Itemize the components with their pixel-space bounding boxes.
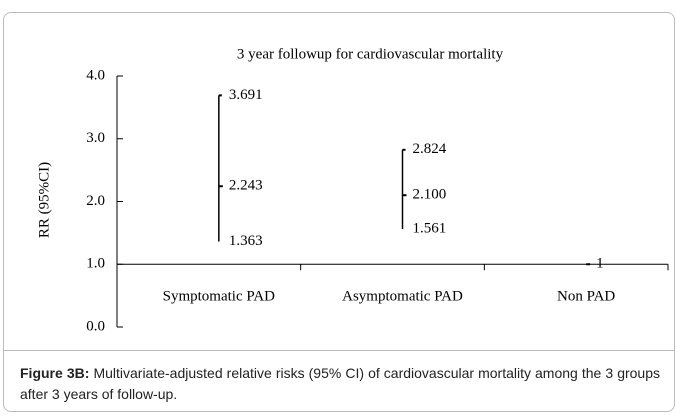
upper-label: 2.824	[413, 141, 447, 157]
separator	[4, 350, 674, 351]
caption-label: Figure 3B:	[20, 365, 90, 381]
y-tick-label: 4.0	[86, 67, 105, 83]
x-tick-label: Asymptomatic PAD	[342, 289, 463, 305]
y-tick-label: 1.0	[86, 256, 105, 272]
y-axis-label: RR (95%CI)	[36, 162, 52, 238]
y-tick-label: 2.0	[86, 193, 105, 209]
chart: 3 year followup for cardiovascular morta…	[36, 46, 669, 334]
lower-label: 1.561	[413, 220, 447, 236]
x-tick-label: Symptomatic PAD	[163, 289, 276, 305]
value-label: 2.243	[229, 178, 263, 194]
y-tick-label: 3.0	[86, 130, 105, 146]
x-tick-label: Non PAD	[557, 289, 615, 305]
frame	[3, 12, 675, 412]
chart-title: 3 year followup for cardiovascular morta…	[237, 46, 504, 62]
upper-label: 3.691	[229, 87, 263, 103]
value-label: 1	[596, 256, 604, 272]
value-label: 2.100	[413, 187, 447, 203]
caption: Figure 3B: Multivariate-adjusted relativ…	[20, 363, 660, 405]
y-tick-label: 0.0	[86, 318, 105, 334]
caption-text: Multivariate-adjusted relative risks (95…	[20, 365, 661, 402]
lower-label: 1.363	[229, 233, 263, 249]
